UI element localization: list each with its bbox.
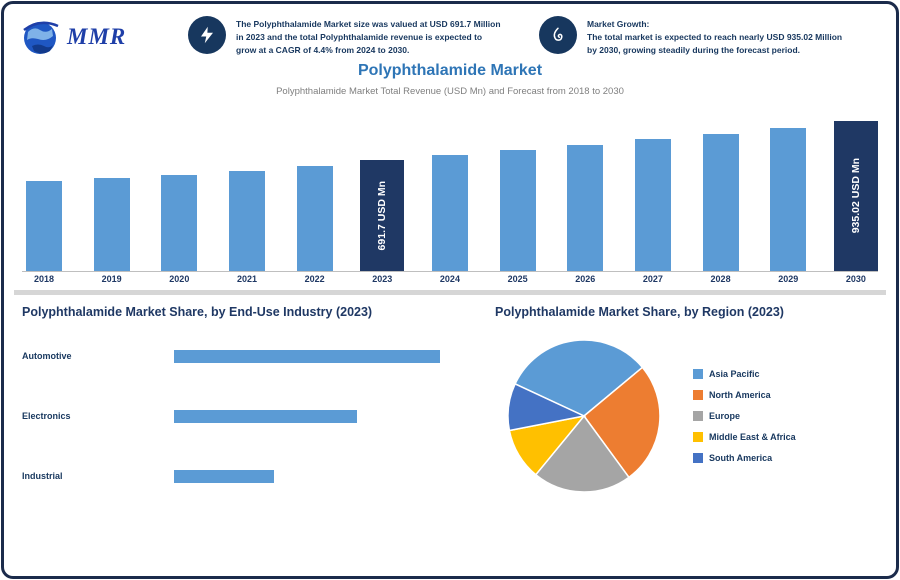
bar	[567, 145, 604, 271]
region-pie-chart	[507, 339, 661, 493]
legend-swatch	[693, 432, 703, 442]
pie-slice	[534, 414, 630, 493]
bar-chart-x-axis: 2018 2019 2020 2021 2022 2023 2024 2025 2026 2027…	[22, 274, 878, 284]
page-subtitle: Polyphthalamide Market Total Revenue (US…	[276, 86, 624, 97]
page-title: Polyphthalamide Market	[357, 62, 543, 79]
bar	[702, 134, 739, 271]
pie-slice	[514, 339, 644, 417]
legend-item: South America	[693, 453, 796, 463]
bar-column	[496, 103, 540, 271]
header-stat-2: Market Growth: The total market is expec…	[539, 16, 874, 56]
legend-label: Europe	[709, 411, 741, 421]
x-axis-label: 2019	[101, 274, 122, 284]
region-chart-title: Polyphthalamide Market Share, by Region …	[495, 305, 784, 319]
pie-slice	[507, 382, 587, 432]
bar-column	[766, 103, 810, 271]
legend-swatch	[693, 369, 703, 379]
x-axis-label: 2028	[710, 274, 731, 284]
bar-column	[225, 103, 269, 271]
bar	[296, 166, 333, 271]
segment-share-panel: Polyphthalamide Market Share, by End-Use…	[22, 305, 467, 499]
bar-column: 691.7 USD Mn	[360, 103, 405, 271]
bar-column	[90, 103, 134, 271]
legend-item: North America	[693, 390, 796, 400]
hbar	[174, 409, 357, 423]
x-axis-label: 2021	[236, 274, 257, 284]
section-divider	[14, 290, 886, 295]
pie-slice	[582, 366, 661, 479]
bar-column	[631, 103, 675, 271]
hbar-row: Automotive	[22, 349, 467, 363]
brand-logo: MMR	[20, 16, 172, 58]
x-axis-label: 2025	[507, 274, 528, 284]
legend-swatch	[693, 411, 703, 421]
hbar-label: Electronics	[22, 411, 71, 421]
x-axis-label: 2030	[845, 274, 866, 284]
revenue-bar-chart: 691.7 USD Mn 935.02 USD Mn	[22, 103, 878, 272]
bar	[93, 178, 130, 271]
x-axis-label: 2026	[575, 274, 596, 284]
legend-item: Europe	[693, 411, 796, 421]
bar	[770, 128, 807, 271]
bar-column	[293, 103, 337, 271]
bar	[634, 139, 671, 271]
x-axis-label: 2022	[304, 274, 325, 284]
bar	[228, 171, 265, 271]
stat-2-body: The total market is expected to reach ne…	[587, 31, 843, 55]
legend-swatch	[693, 453, 703, 463]
title-block: Polyphthalamide Market Polyphthalamide M…	[4, 62, 896, 97]
stat-1-text: The Polyphthalamide Market size was valu…	[236, 19, 501, 55]
globe-icon	[23, 21, 59, 54]
bar-value-callout: 935.02 USD Mn	[833, 121, 878, 271]
pie-legend: Asia Pacific North America Europe Middle Ea…	[693, 369, 796, 463]
callout-label: 935.02 USD Mn	[849, 158, 862, 234]
callout-label: 691.7 USD Mn	[376, 180, 389, 251]
lightning-icon	[188, 16, 226, 54]
legend-label: South America	[709, 453, 773, 463]
bar-column	[22, 103, 66, 271]
x-axis-label: 2029	[778, 274, 799, 284]
bar-column	[699, 103, 743, 271]
hbar-row: Industrial	[22, 469, 467, 483]
x-axis-label: 2027	[642, 274, 663, 284]
bar-value-callout: 691.7 USD Mn	[360, 160, 405, 271]
legend-label: North America	[709, 390, 771, 400]
hbar	[174, 349, 440, 363]
x-axis-label: 2023	[372, 274, 393, 284]
segment-hbar-chart: Automotive Electronics Industrial	[22, 349, 467, 483]
header: MMR The Polyphthalamide Market size was …	[4, 4, 896, 58]
hbar	[174, 469, 274, 483]
x-axis-label: 2020	[169, 274, 190, 284]
bar	[499, 150, 536, 271]
stat-2-text: Market Growth: The total market is expec…	[587, 18, 852, 56]
legend-item: Asia Pacific	[693, 369, 796, 379]
growth-icon	[539, 16, 577, 54]
x-axis-label: 2024	[439, 274, 460, 284]
legend-label: Asia Pacific	[709, 369, 760, 379]
bar-column: 935.02 USD Mn	[833, 103, 878, 271]
bar	[431, 155, 468, 271]
bar	[26, 181, 62, 271]
hbar-row: Electronics	[22, 409, 467, 423]
bar-column	[157, 103, 201, 271]
bar	[161, 175, 198, 271]
brand-text: MMR	[67, 24, 127, 49]
region-share-panel: Polyphthalamide Market Share, by Region …	[495, 305, 878, 499]
legend-label: Middle East & Africa	[709, 432, 796, 442]
header-stat-1: The Polyphthalamide Market size was valu…	[188, 16, 523, 56]
bar-column	[428, 103, 472, 271]
bar-column	[563, 103, 607, 271]
hbar-label: Industrial	[22, 471, 63, 481]
hbar-label: Automotive	[22, 351, 72, 361]
segment-chart-title: Polyphthalamide Market Share, by End-Use…	[22, 305, 373, 319]
bottom-section: Polyphthalamide Market Share, by End-Use…	[4, 295, 896, 499]
legend-item: Middle East & Africa	[693, 432, 796, 442]
pie-chart-block: Asia Pacific North America Europe Middle Ea…	[495, 333, 878, 499]
stat-2-title: Market Growth:	[587, 19, 650, 29]
x-axis-label: 2018	[33, 274, 55, 284]
legend-swatch	[693, 390, 703, 400]
